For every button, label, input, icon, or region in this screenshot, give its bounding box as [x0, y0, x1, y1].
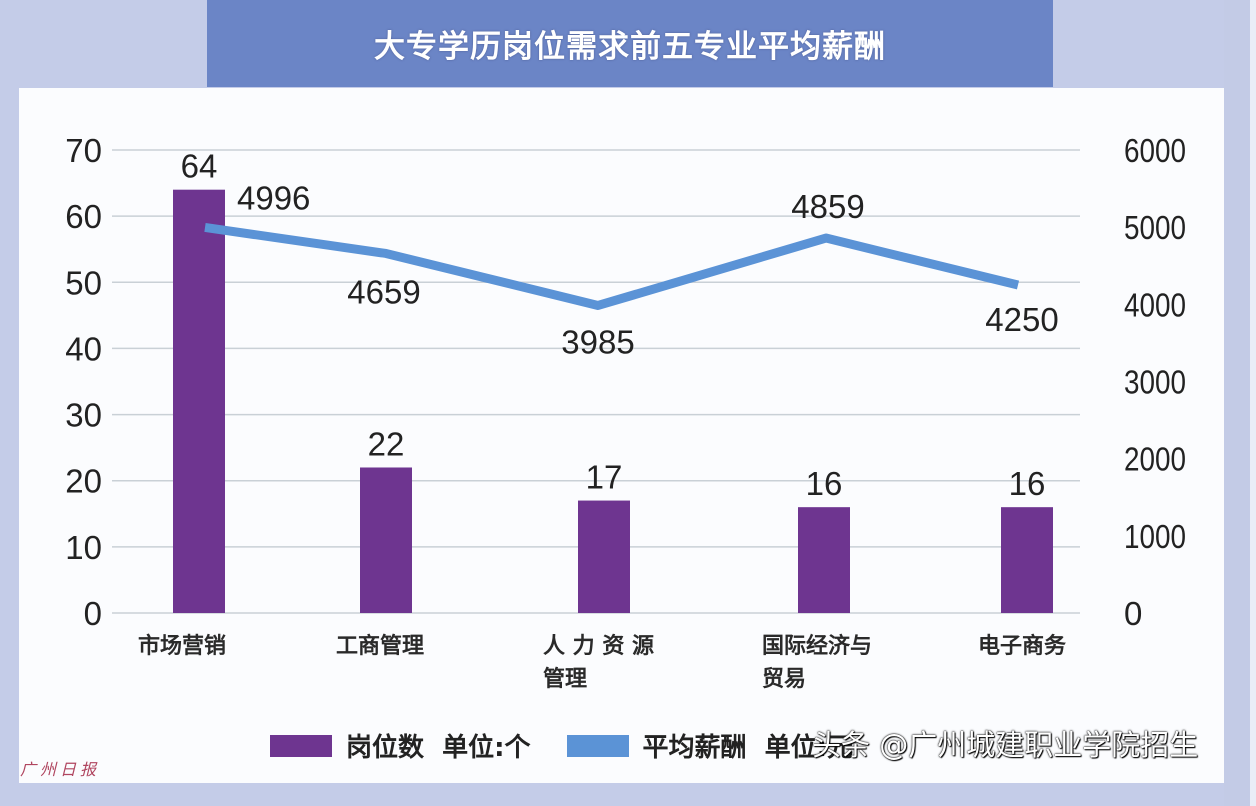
legend-item-jobs: 岗位数 单位:个	[270, 727, 531, 764]
bar	[1001, 507, 1053, 613]
legend-label-salary: 平均薪酬 单位:元	[642, 733, 854, 763]
bar-value-label: 17	[586, 459, 623, 496]
right-axis-tick: 4000	[1124, 286, 1186, 323]
bar	[578, 500, 630, 613]
right-edge	[1250, 0, 1256, 806]
chart-title: 大专学历岗位需求前五专业平均薪酬	[374, 29, 886, 65]
bar-value-label: 16	[1009, 465, 1046, 502]
category-label: 管理	[543, 666, 587, 692]
left-axis-tick: 20	[65, 463, 102, 500]
bar	[173, 189, 225, 613]
bar-value-label: 22	[368, 425, 405, 462]
left-axis-tick: 50	[65, 264, 102, 301]
legend: 岗位数 单位:个 平均薪酬 单位:元	[270, 727, 889, 764]
left-axis-tick: 0	[84, 595, 102, 632]
bar	[360, 467, 412, 613]
legend-swatch-line	[566, 734, 629, 757]
legend-item-salary: 平均薪酬 单位:元	[566, 727, 854, 764]
title-banner: 大专学历岗位需求前五专业平均薪酬	[207, 0, 1053, 87]
right-axis-tick: 2000	[1124, 441, 1186, 478]
left-axis-tick: 30	[65, 397, 102, 434]
right-axis-tick: 3000	[1124, 364, 1186, 401]
category-label: 工商管理	[336, 633, 424, 659]
line-value-label: 3985	[561, 323, 634, 360]
line-value-label: 4250	[985, 301, 1058, 338]
line-value-label: 4659	[347, 273, 420, 310]
watermark: 头条 @广州城建职业学院招生	[812, 728, 1199, 762]
category-label: 市场营销	[138, 633, 226, 659]
right-axis-tick: 0	[1124, 595, 1142, 632]
legend-label-jobs: 岗位数 单位:个	[346, 733, 531, 763]
right-axis-tick: 6000	[1124, 132, 1186, 169]
category-label: 国际经济与	[762, 633, 872, 659]
bar	[798, 507, 850, 613]
left-axis-tick: 10	[65, 529, 102, 566]
right-axis-tick: 5000	[1124, 209, 1186, 246]
left-axis-tick: 40	[65, 330, 102, 367]
left-axis-tick: 60	[65, 198, 102, 235]
right-axis-tick: 1000	[1124, 518, 1186, 555]
line-value-label: 4859	[791, 188, 864, 225]
newspaper-signature: 广州日报	[20, 760, 101, 779]
category-label: 电子商务	[978, 633, 1067, 659]
legend-swatch-bar	[270, 734, 332, 757]
left-axis-tick: 70	[65, 132, 102, 169]
bar-value-label: 64	[181, 148, 218, 185]
category-label: 贸易	[762, 667, 806, 692]
salary-line	[204, 223, 1020, 310]
line-value-label: 4996	[237, 179, 310, 216]
category-label: 人 力 资 源	[543, 634, 654, 659]
bar-value-label: 16	[806, 465, 843, 502]
